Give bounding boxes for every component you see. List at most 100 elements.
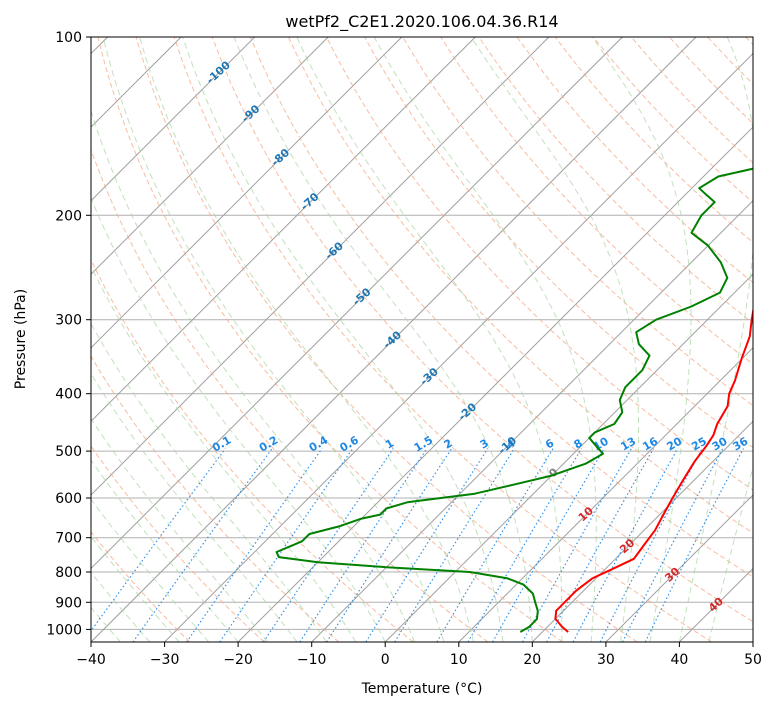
isotherm	[91, 37, 697, 642]
moist-adiabat	[91, 372, 298, 642]
moist-adiabat	[91, 196, 386, 642]
moist-adiabat	[678, 37, 753, 642]
isotherm	[384, 273, 753, 642]
dry-adiabat	[91, 445, 265, 642]
mixing-ratio-line	[394, 448, 515, 642]
x-tick-label: −20	[223, 652, 253, 668]
isotherm	[237, 126, 753, 642]
mixing-ratio-label: 1	[383, 437, 396, 452]
mixing-ratio-label: 3	[478, 437, 491, 452]
x-tick-label: 0	[381, 652, 390, 668]
dewpoint-profile	[275, 167, 753, 633]
moist-adiabat	[91, 109, 416, 642]
x-tick-label: 10	[450, 652, 468, 668]
x-axis: −40 −30 −20 −10 0 10 20 30 40 50	[76, 642, 762, 668]
dry-adiabat	[516, 37, 753, 284]
mixing-ratio-line	[622, 448, 724, 642]
moist-adiabat	[139, 37, 474, 642]
dry-adiabat	[707, 37, 753, 85]
dry-adiabat	[440, 37, 753, 365]
isotherm	[752, 641, 753, 642]
dry-adiabat	[91, 355, 340, 642]
moist-adiabat	[296, 37, 563, 642]
y-tick-label: 600	[55, 491, 82, 507]
mixing-ratio-line	[91, 448, 226, 632]
plot-frame	[90, 36, 754, 643]
isotherm	[605, 494, 753, 642]
temperature-profile	[554, 305, 753, 633]
dry-adiabat	[478, 37, 753, 324]
y-tick-label: 1000	[46, 622, 82, 638]
mixing-ratio-line	[326, 448, 453, 642]
moist-adiabat	[470, 37, 640, 642]
moist-adiabat	[182, 37, 504, 642]
mixing-ratio-line	[132, 448, 273, 642]
dry-adiabat	[91, 258, 414, 642]
isotherm	[91, 37, 476, 423]
isotherm	[91, 37, 550, 496]
x-tick-label: 30	[597, 652, 615, 668]
mixing-ratio-line	[436, 448, 554, 642]
y-tick-label: 100	[55, 30, 82, 46]
dry-adiabat	[745, 37, 753, 46]
y-tick-label: 700	[55, 531, 82, 547]
dry-adiabat	[326, 37, 753, 491]
y-tick-label: 400	[55, 387, 82, 403]
x-tick-label: −30	[150, 652, 180, 668]
background-grid	[91, 37, 753, 642]
mixing-ratio-line	[186, 448, 323, 642]
moist-adiabat	[91, 498, 210, 642]
isotherm	[91, 37, 623, 570]
isotherm	[531, 420, 753, 642]
dry-adiabat	[364, 37, 753, 449]
dry-adiabat	[91, 531, 191, 642]
isotherm	[91, 37, 403, 349]
dry-adiabat	[211, 37, 753, 623]
x-tick-label: 20	[523, 652, 541, 668]
moist-adiabat	[102, 37, 445, 642]
dry-adiabat	[249, 37, 753, 578]
chart-title: wetPf2_C2E1.2020.106.04.36.R14	[285, 12, 558, 32]
dry-adiabat	[669, 37, 753, 125]
mixing-ratio-line	[644, 448, 745, 642]
isotherm	[91, 37, 329, 275]
y-axis: 100 200 300 400 500 600 700 800 900 1000	[46, 30, 91, 638]
moist-adiabat	[373, 37, 597, 642]
moist-adiabat	[91, 535, 180, 642]
moist-adiabat	[91, 265, 357, 642]
isotherm	[91, 37, 256, 202]
y-tick-label: 800	[55, 565, 82, 581]
x-tick-label: −40	[76, 652, 106, 668]
mixing-ratio-line	[599, 448, 703, 642]
isotherm	[164, 52, 753, 642]
x-tick-label: 40	[670, 652, 688, 668]
dry-adiabat	[402, 37, 753, 407]
dry-adiabat	[91, 148, 489, 642]
y-tick-label: 500	[55, 444, 82, 460]
mixing-ratio-line	[219, 448, 354, 642]
x-axis-title: Temperature (°C)	[361, 681, 483, 697]
isotherm	[458, 347, 753, 642]
y-tick-label: 300	[55, 313, 82, 329]
moist-adiabat	[91, 459, 239, 642]
y-tick-label: 900	[55, 595, 82, 611]
mixing-ratio-line	[299, 448, 428, 642]
mixing-ratio-line	[492, 448, 605, 642]
moist-adiabat	[591, 37, 692, 642]
x-tick-label: 50	[744, 652, 762, 668]
mixing-ratio-line	[572, 448, 679, 642]
moist-adiabat	[233, 37, 533, 642]
moist-adiabat	[708, 465, 753, 642]
dry-adiabat	[135, 37, 638, 642]
mixing-ratio-line	[263, 448, 394, 642]
dry-adiabat	[173, 37, 713, 642]
isotherm	[311, 199, 753, 642]
profile-series	[275, 167, 753, 633]
y-axis-title: Pressure (hPa)	[13, 289, 29, 389]
moist-adiabat	[91, 417, 268, 642]
x-tick-label: −10	[297, 652, 327, 668]
mixing-ratio-label: 6	[543, 436, 556, 451]
dry-adiabat	[97, 37, 563, 642]
y-tick-label: 200	[55, 208, 82, 224]
